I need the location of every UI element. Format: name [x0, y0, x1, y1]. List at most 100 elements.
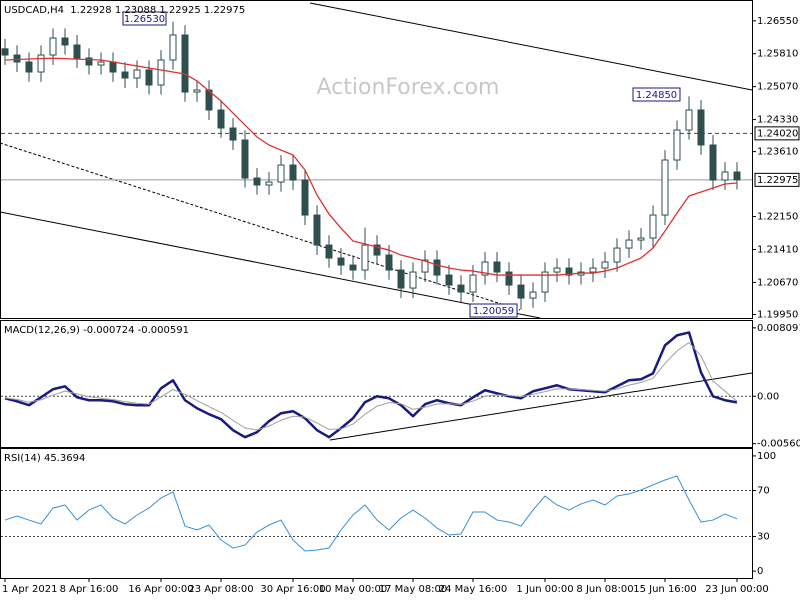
candle-body	[337, 257, 345, 266]
candle-body	[637, 237, 645, 241]
candle-body	[325, 244, 333, 259]
x-tick-label: 1 Jun 00:00	[516, 584, 573, 595]
series-line	[4, 475, 738, 552]
x-tick-label: 8 Apr 16:00	[60, 584, 119, 595]
y-tick-label: 1.22150	[757, 212, 798, 223]
channel-lower	[0, 211, 541, 319]
rsi-title: RSI(14) 45.3694	[4, 453, 85, 464]
x-tick-label: 23 Jun 00:00	[705, 584, 769, 595]
candle-body	[37, 54, 45, 73]
candle-body	[229, 127, 237, 141]
x-tick-label: 15 Jun 16:00	[633, 584, 697, 595]
series-line	[4, 57, 738, 276]
candle-body	[181, 34, 189, 93]
candle-body	[1, 48, 9, 56]
candle-body	[169, 34, 177, 61]
y-tick-label: 1.23610	[757, 147, 798, 158]
watermark: ActionForex.com	[317, 75, 500, 100]
candle-body	[709, 144, 717, 181]
y-tick-label: 1.25070	[757, 82, 798, 93]
candle-body	[373, 244, 381, 256]
candle-body	[481, 261, 489, 276]
candle-body	[433, 259, 441, 276]
annotation-box	[122, 11, 167, 26]
x-tick-label: 10 May 00:00	[319, 584, 388, 595]
y-tick-label: 1.21410	[757, 244, 798, 255]
trend-dashed	[0, 142, 521, 311]
candle-body	[73, 44, 81, 59]
annotation-box	[469, 303, 518, 318]
macd-trend	[329, 372, 753, 441]
y-tick-label: -0.005608	[757, 439, 800, 450]
panel-frames	[0, 0, 753, 579]
candle-body	[109, 61, 117, 73]
annotation: 1.24850	[636, 90, 677, 101]
candle-body	[529, 291, 537, 299]
candle-body	[241, 139, 249, 179]
level-label: 1.22975	[757, 175, 798, 186]
candle-body	[145, 69, 153, 86]
x-tick-label: 1 Apr 2021	[2, 584, 57, 595]
x-tick-label: 23 Apr 08:00	[188, 584, 253, 595]
macd-title: MACD(12,26,9) -0.000724 -0.000591	[4, 325, 189, 336]
candle-body	[505, 271, 513, 286]
candle-body	[361, 244, 369, 271]
annotation: 1.20059	[473, 306, 514, 317]
level-label-box	[754, 172, 800, 187]
y-tick-label: 0.00	[757, 391, 779, 402]
candle-body	[457, 284, 465, 293]
y-tick-label: 70	[757, 485, 770, 496]
candle-body	[733, 171, 741, 181]
candle-body	[697, 109, 705, 146]
candle-body	[301, 179, 309, 216]
candle-body	[193, 89, 201, 93]
candle-body	[649, 214, 657, 239]
candle-body	[85, 57, 93, 66]
candle-body	[541, 271, 549, 293]
candle-body	[157, 59, 165, 86]
candle-body	[265, 181, 273, 186]
candle-body	[277, 164, 285, 183]
series-line	[4, 342, 738, 431]
y-tick-label: 30	[757, 532, 770, 543]
candle-body	[385, 254, 393, 271]
y-tick-label: 1.19950	[757, 309, 798, 320]
y-tick-label: 1.26550	[757, 16, 798, 27]
y-tick-label: 100	[757, 451, 776, 462]
price-frame	[0, 0, 753, 319]
candle-body	[397, 269, 405, 289]
candle-body	[553, 267, 561, 273]
candle-body	[625, 239, 633, 249]
annotation: 1.26530	[124, 14, 165, 25]
candle-body	[517, 284, 525, 299]
x-tick-label: 8 Jun 08:00	[576, 584, 633, 595]
y-tick-label: 1.20670	[757, 277, 798, 288]
candle-body	[469, 274, 477, 293]
candle-body	[493, 261, 501, 273]
annotations: 1.26530 1.24850 1.20059	[122, 11, 681, 318]
macd-frame	[0, 320, 753, 448]
candle-body	[673, 129, 681, 161]
candle-body	[13, 54, 21, 63]
candle-body	[589, 267, 597, 273]
candle-body	[253, 177, 261, 186]
y-tick-label: 0	[757, 566, 763, 577]
rsi-frame	[0, 448, 753, 579]
candle-body	[349, 264, 357, 271]
candle-body	[61, 37, 69, 46]
level-label-box	[754, 126, 800, 141]
candle-body	[289, 164, 297, 181]
candle-body	[613, 247, 621, 263]
candle-body	[97, 61, 105, 66]
candle-body	[421, 259, 429, 273]
y-tick-label: 1.25810	[757, 49, 798, 60]
candle-body	[121, 71, 129, 79]
candle-body	[661, 159, 669, 216]
y-tick-label: 1.24330	[757, 115, 798, 126]
candle-body	[25, 61, 33, 73]
annotation-box	[632, 87, 681, 102]
candle-body	[205, 89, 213, 111]
trend-lines	[0, 2, 753, 441]
candle-body	[445, 274, 453, 286]
